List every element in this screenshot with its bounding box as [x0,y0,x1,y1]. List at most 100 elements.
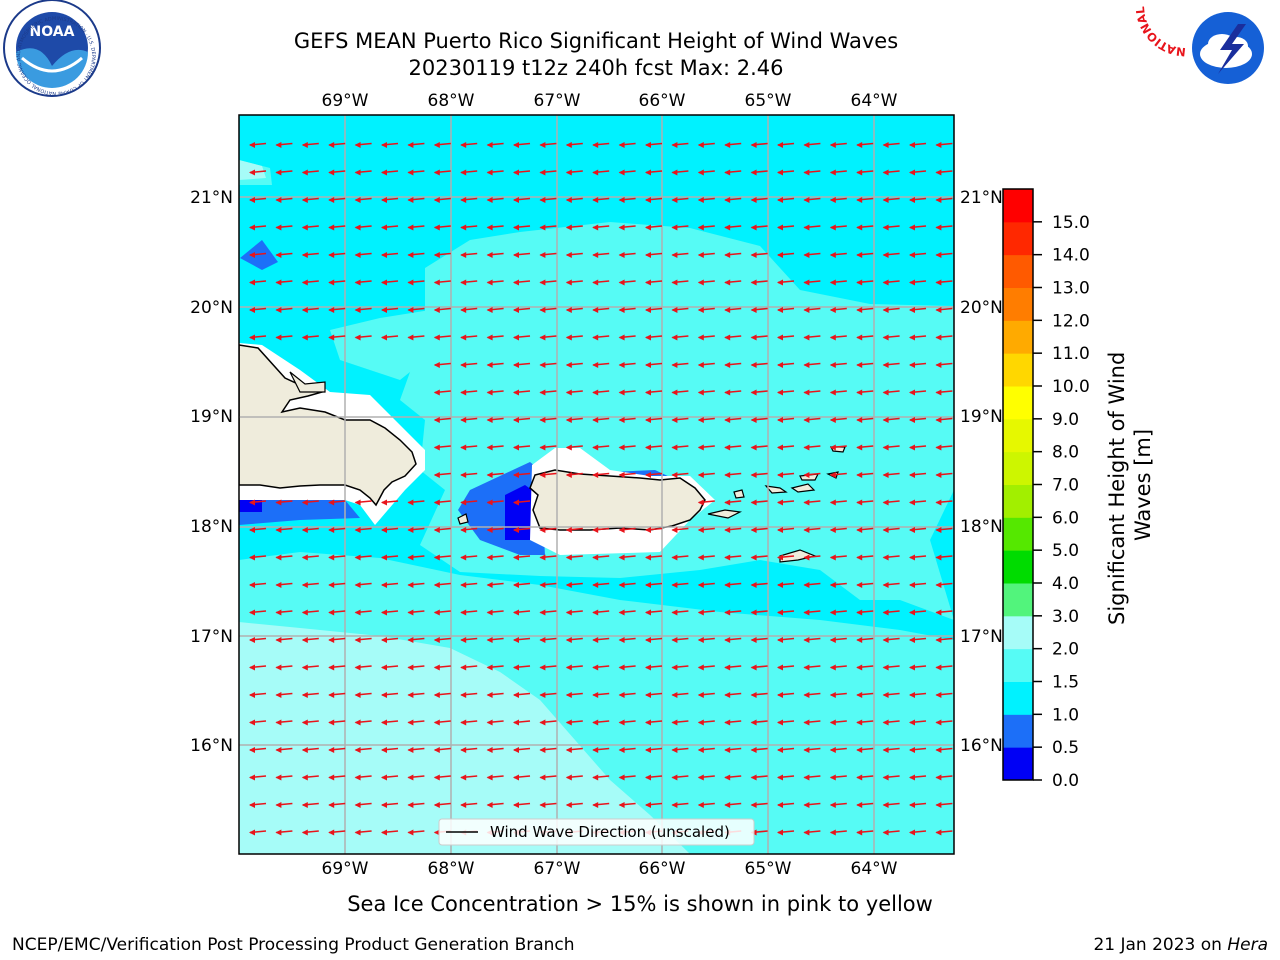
wind-arrow [539,472,557,478]
lon-label: 64°W [851,859,898,879]
wind-arrow [882,444,900,451]
wind-arrow [354,747,372,753]
wind-arrow [697,554,715,561]
wind-arrow [513,747,531,753]
wind-arrow [724,719,742,726]
lat-label: 20°N [960,298,1003,318]
wind-arrow [645,582,663,588]
noaa-wordmark: NOAA [30,24,75,40]
wind-arrow [697,334,715,341]
wind-arrow [618,307,636,313]
wind-arrow [460,444,478,451]
wind-arrow [935,224,953,231]
wind-arrow [381,637,399,643]
wind-arrow [592,417,610,423]
wind-arrow [645,252,663,258]
wind-arrow [671,774,689,781]
lon-label: 67°W [534,91,581,111]
wind-arrow [565,279,583,286]
wind-arrow [882,829,900,836]
wind-arrow [618,252,636,258]
wind-arrow [275,692,293,698]
wind-arrow [856,389,874,396]
wind-arrow [249,197,267,203]
wind-arrow [301,554,319,561]
wind-arrow [697,802,715,808]
wind-arrow [750,582,768,588]
wind-arrow [671,527,689,533]
wind-arrow [513,719,531,726]
wind-arrow [724,472,742,478]
colorbar-tick-label: 2.0 [1052,640,1079,660]
wind-arrow [592,774,610,781]
lat-label: 18°N [190,517,233,537]
wind-arrow [328,197,346,203]
wind-arrow [803,169,821,176]
wind-arrow [724,637,742,643]
wind-arrow [645,169,663,176]
wind-arrow [645,692,663,698]
wind-arrow [935,307,953,313]
wind-arrow [381,142,399,148]
wind-arrow [486,252,504,258]
wind-arrow [328,527,346,533]
sea-ice-note: Sea Ice Concentration > 15% is shown in … [347,892,933,916]
wind-arrow [697,197,715,203]
wind-arrow [513,389,531,396]
wind-arrow [301,527,319,533]
wind-arrow [618,197,636,203]
colorbar-tick-label: 9.0 [1052,410,1079,430]
wind-arrow [460,554,478,561]
wind-arrow [328,582,346,588]
wind-arrow [724,747,742,753]
lat-label: 20°N [190,298,233,318]
wind-arrow [935,774,953,781]
wind-arrow [460,224,478,231]
wind-arrow [750,554,768,561]
wind-arrow [882,747,900,753]
wind-arrow [618,692,636,698]
wind-arrow [671,252,689,258]
wind-arrow [724,554,742,561]
wind-arrow [460,389,478,396]
wind-arrow [750,307,768,313]
wind-arrow [909,307,927,313]
wind-arrow [750,774,768,781]
wind-arrow [882,499,900,506]
wind-arrow [697,169,715,176]
colorbar-ticks: 0.0 0.5 1.0 1.5 2.0 3.0 4.0 5.0 6.0 7.0 8.0 9.0 10.0… [1033,213,1090,791]
wind-arrow [803,802,821,808]
wind-arrow [829,142,847,148]
wind-arrow [565,719,583,726]
wind-arrow [407,582,425,588]
colorbar-swatch [1003,221,1033,256]
lon-label: 66°W [639,859,686,879]
wind-arrow [671,609,689,616]
wind-arrow [777,389,795,396]
wind-arrow [433,252,451,258]
wind-arrow [301,774,319,781]
wind-arrow [539,582,557,588]
wind-arrow [407,609,425,616]
wind-arrow [460,252,478,258]
wind-arrow [935,527,953,533]
wind-arrow [750,637,768,643]
wind-arrow [565,609,583,616]
wind-arrow [829,197,847,203]
wind-arrow [381,609,399,616]
wind-arrow [486,774,504,781]
wind-arrow [486,609,504,616]
wind-arrow [460,417,478,423]
wind-arrow [618,169,636,176]
wind-arrow [513,609,531,616]
wind-arrow [249,169,267,176]
wind-arrow [645,554,663,561]
wind-arrow [407,169,425,176]
wind-arrow [486,664,504,671]
wind-arrow [354,802,372,808]
wind-arrow [777,169,795,176]
wind-arrow [645,142,663,148]
wind-arrow [724,389,742,396]
wind-arrow [433,142,451,148]
wind-arrow [909,802,927,808]
